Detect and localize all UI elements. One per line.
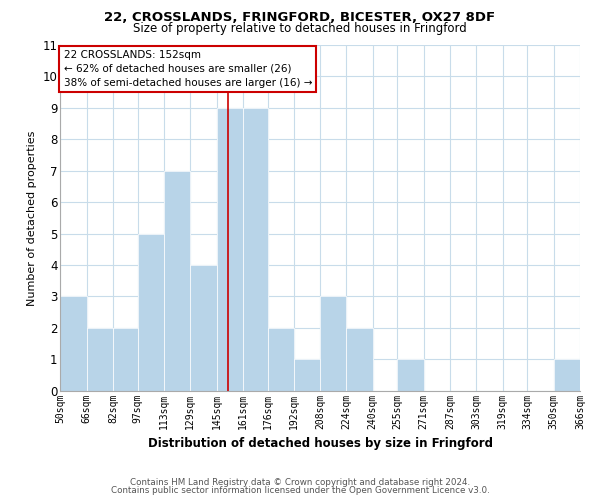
Bar xyxy=(294,359,320,390)
Bar xyxy=(554,359,580,390)
Bar xyxy=(113,328,137,390)
Bar xyxy=(346,328,373,390)
Bar xyxy=(164,170,190,390)
Y-axis label: Number of detached properties: Number of detached properties xyxy=(27,130,37,306)
Bar xyxy=(217,108,243,391)
X-axis label: Distribution of detached houses by size in Fringford: Distribution of detached houses by size … xyxy=(148,437,493,450)
Bar xyxy=(397,359,424,390)
Text: Contains public sector information licensed under the Open Government Licence v3: Contains public sector information licen… xyxy=(110,486,490,495)
Bar xyxy=(190,265,217,390)
Text: 22 CROSSLANDS: 152sqm
← 62% of detached houses are smaller (26)
38% of semi-deta: 22 CROSSLANDS: 152sqm ← 62% of detached … xyxy=(64,50,312,88)
Text: Contains HM Land Registry data © Crown copyright and database right 2024.: Contains HM Land Registry data © Crown c… xyxy=(130,478,470,487)
Bar xyxy=(137,234,164,390)
Text: 22, CROSSLANDS, FRINGFORD, BICESTER, OX27 8DF: 22, CROSSLANDS, FRINGFORD, BICESTER, OX2… xyxy=(104,11,496,24)
Text: Size of property relative to detached houses in Fringford: Size of property relative to detached ho… xyxy=(133,22,467,35)
Bar xyxy=(268,328,294,390)
Bar xyxy=(86,328,113,390)
Bar xyxy=(61,296,86,390)
Bar xyxy=(243,108,268,391)
Bar xyxy=(320,296,346,390)
